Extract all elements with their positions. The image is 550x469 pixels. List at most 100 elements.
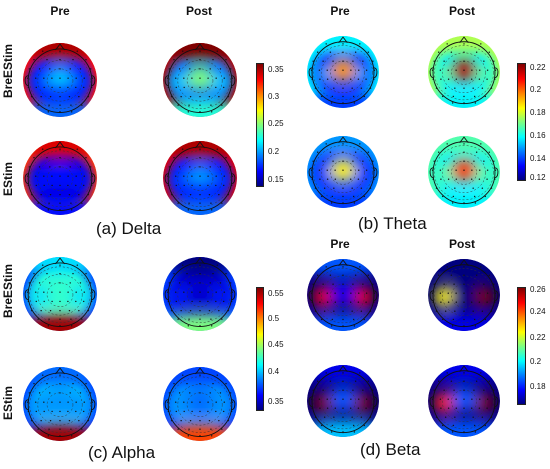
- electrode-dot: [354, 151, 357, 153]
- row-label-estim-delta: EStim: [1, 162, 15, 197]
- electrode-dot: [450, 380, 453, 382]
- electrode-dot: [168, 68, 171, 70]
- electrode-dot: [183, 291, 185, 293]
- electrode-dot: [493, 160, 495, 162]
- electrode-dot: [76, 50, 78, 52]
- electrode-dot: [59, 264, 61, 266]
- electrode-dot: [358, 292, 360, 294]
- electrode-dot: [480, 266, 482, 268]
- electrode-dot: [334, 169, 336, 171]
- electrode-dot: [475, 380, 478, 382]
- col-header-post-delta: Post: [185, 4, 212, 18]
- electrode-dot: [362, 283, 364, 285]
- colorbar-tick-label: 0.5: [268, 314, 280, 323]
- left-ear-outline: [164, 173, 169, 185]
- electrode-dot: [189, 95, 192, 98]
- electrode-dot: [357, 407, 360, 409]
- electrode-dot: [79, 166, 82, 168]
- electrode-dot: [186, 272, 188, 275]
- electrode-dot: [447, 301, 450, 303]
- electrode-dot: [178, 68, 181, 70]
- electrode-dot: [463, 178, 465, 180]
- electrode-dot: [455, 301, 458, 303]
- electrode-dot: [70, 111, 73, 113]
- electrode-dot: [83, 300, 85, 303]
- electrode-dot: [199, 410, 201, 413]
- electrode-dot: [470, 407, 473, 409]
- electrode-dot: [471, 169, 473, 171]
- electrode-dot: [451, 325, 454, 327]
- electrode-dot: [183, 86, 185, 89]
- left-ear-outline: [24, 75, 29, 87]
- electrode-dot: [455, 398, 457, 400]
- electrode-dot: [440, 78, 442, 80]
- electrode-dot: [51, 410, 53, 413]
- electrode-dot: [173, 58, 175, 61]
- electrode-dot: [334, 292, 336, 294]
- electrode-dot: [475, 151, 478, 153]
- electrode-dot: [360, 87, 363, 89]
- electrode-dot: [463, 143, 465, 145]
- electrode-dot: [440, 407, 442, 409]
- electrode-dot: [483, 283, 485, 285]
- electrode-dot: [330, 431, 333, 433]
- electrode-dot: [76, 264, 78, 266]
- electrode-dot: [210, 435, 213, 437]
- electrode-dot: [454, 416, 456, 418]
- electrode-dot: [68, 95, 71, 98]
- electrode-dot: [437, 380, 440, 382]
- electrode-dot: [49, 95, 52, 98]
- electrode-dot: [444, 187, 447, 189]
- electrode-dot: [49, 193, 52, 196]
- electrode-dot: [210, 318, 212, 320]
- electrode-dot: [43, 300, 45, 303]
- electrode-dot: [75, 291, 77, 293]
- electrode-dot: [215, 410, 217, 413]
- electrode-dot: [183, 175, 185, 177]
- topomap-alpha-breestim-post: [163, 257, 237, 331]
- right-ear-outline: [91, 173, 96, 185]
- left-ear-outline: [308, 290, 313, 302]
- electrode-dot: [342, 416, 344, 418]
- electrode-dot: [353, 431, 356, 433]
- electrode-dot: [363, 95, 365, 98]
- electrode-dot: [75, 300, 77, 303]
- topomap-occipital-region: [23, 197, 97, 215]
- electrode-dot: [83, 184, 85, 187]
- nose-outline: [338, 36, 348, 44]
- electrode-dot: [180, 95, 182, 98]
- electrode-dot: [182, 148, 184, 150]
- electrode-dot: [363, 318, 365, 321]
- colorbar-beta: [517, 287, 526, 405]
- electrode-dot: [85, 272, 87, 275]
- electrode-dot: [207, 175, 209, 177]
- electrode-dot: [212, 272, 214, 275]
- electrode-dot: [35, 86, 37, 89]
- colorbar-tick-label: 0.22: [530, 63, 546, 72]
- electrode-dot: [357, 301, 360, 303]
- colorbar-delta: [256, 63, 264, 187]
- electrode-dot: [444, 87, 447, 89]
- electrode-dot: [199, 95, 201, 98]
- electrode-dot: [342, 151, 344, 153]
- electrode-dot: [75, 184, 77, 187]
- electrode-dot: [199, 104, 201, 106]
- right-ear-outline: [494, 396, 499, 408]
- electrode-dot: [28, 166, 31, 168]
- electrode-dot: [342, 398, 344, 400]
- electrode-dot: [180, 193, 182, 196]
- electrode-dot: [349, 407, 352, 409]
- electrode-dot: [463, 310, 465, 312]
- electrode-dot: [85, 382, 87, 385]
- electrode-dot: [89, 68, 92, 70]
- electrode-dot: [453, 160, 455, 162]
- electrode-dot: [199, 272, 201, 275]
- electrode-dot: [209, 392, 211, 394]
- electrode-dot: [199, 184, 201, 187]
- electrode-dot: [447, 292, 449, 294]
- caption-alpha: (c) Alpha: [88, 443, 156, 462]
- electrode-dot: [207, 401, 209, 403]
- electrode-dot: [189, 282, 191, 284]
- electrode-dot: [342, 424, 344, 427]
- electrode-dot: [326, 169, 328, 171]
